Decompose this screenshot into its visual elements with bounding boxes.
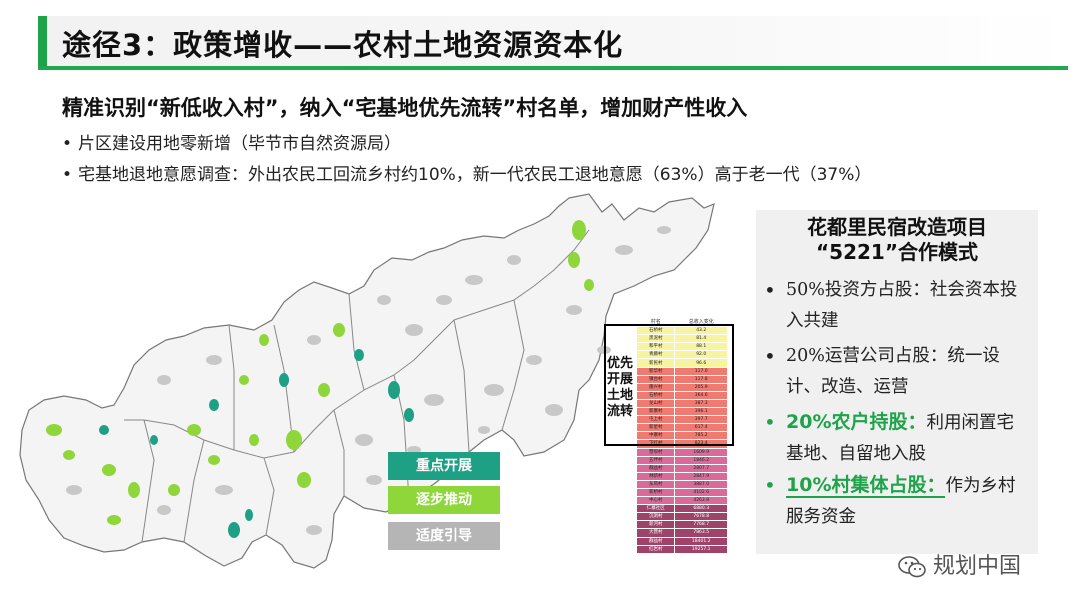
bullet-item: • 片区建设用地零新增（毕节市自然资源局）	[62, 134, 401, 154]
table-row: 仁寨社区 6880.3	[635, 504, 728, 514]
title-bar	[38, 16, 1068, 70]
table-row: 中心村 4263.8	[635, 496, 728, 506]
income-change-cell: 3887.0	[674, 479, 728, 489]
income-change-cell: 7768.7	[674, 520, 728, 530]
village-name-cell: 群益村	[635, 536, 676, 546]
priority-frame	[604, 324, 734, 446]
region-map	[19, 193, 715, 569]
village-name-cell: 沉洞村	[635, 512, 676, 522]
legend-moderate: 适度引导	[388, 522, 500, 550]
income-change-cell: 1609.9	[674, 447, 728, 457]
table-row: 营坝村 1609.9	[635, 447, 728, 457]
watermark-text: 规划中国	[933, 554, 1022, 579]
priority-label: 优先开展土地流转	[606, 356, 633, 419]
panel-item-text: 作为乡村服务资金	[786, 476, 1016, 527]
watermark: 规划中国	[897, 548, 1021, 580]
panel-bullet: •	[764, 278, 776, 302]
village-name-cell: 林新村	[635, 471, 676, 481]
table-row: 东风村 3887.0	[635, 479, 728, 489]
village-name-cell: 五伴村	[635, 455, 676, 465]
income-change-cell: 6880.3	[674, 504, 728, 514]
panel-item: • 20%农户持股：利用闲置宅基地、自留地入股	[764, 407, 1026, 470]
panel-item-text: 20%运营公司占股：统一设计、改造、运营	[786, 346, 1000, 397]
panel-title: 花都里民宿改造项目 “5221”合作模式	[756, 215, 1038, 265]
map-teal-zones	[99, 349, 414, 538]
panel-bullet: •	[764, 473, 776, 497]
map-outline	[19, 193, 715, 569]
table-row: 新河村 7768.7	[635, 520, 728, 530]
table-row: 沉洞村 7678.8	[635, 512, 728, 522]
map-gray-zones	[66, 226, 671, 535]
panel-bullet: •	[764, 344, 776, 368]
table-row: 林新村 2847.9	[635, 471, 728, 481]
panel-title-line2: “5221”合作模式	[816, 240, 978, 264]
panel-title-line1: 花都里民宿改造项目	[807, 215, 987, 239]
income-change-cell: 7678.8	[674, 512, 728, 522]
legend-focus: 重点开展	[388, 452, 500, 480]
bullet-text: 片区建设用地零新增（毕节市自然资源局）	[78, 134, 401, 154]
panel-item-emphasis: 10%村集体占股：	[786, 474, 946, 498]
village-name-cell: 新桥村	[635, 487, 676, 498]
village-name-cell: 仁寨社区	[635, 504, 676, 514]
panel-item: • 20%运营公司占股：统一设计、改造、运营	[764, 341, 1026, 403]
income-change-cell: 4263.8	[674, 496, 728, 506]
village-name-cell: 东风村	[635, 479, 676, 489]
table-row: 新华村 117.0	[635, 366, 728, 376]
income-change-cell: 1846.2	[674, 455, 728, 465]
table-row: 群益村 18401.2	[635, 536, 728, 546]
page-title: 途径3：政策增收——农村土地资源资本化	[62, 28, 624, 62]
village-name-cell: 红岩村	[635, 544, 676, 554]
legend-gradual: 逐步推动	[388, 486, 500, 514]
table-row: 新星村 617.4	[635, 423, 728, 433]
bullet-text: 宅基地退地意愿调查：外出农民工回流乡村约10%，新一代农民工退地意愿（63%）高…	[78, 165, 872, 185]
panel-item: • 50%投资方占股：社会资本投入共建	[764, 275, 1026, 337]
village-name-cell: 大营村	[635, 528, 676, 538]
panel-item-text: 50%投资方占股：社会资本投入共建	[786, 280, 1018, 331]
table-row: 新桥村 4102.6	[635, 487, 728, 498]
table-row: 五伴村 1846.2	[635, 455, 728, 465]
income-change-cell: 18401.2	[674, 536, 728, 546]
title-accent	[38, 16, 47, 70]
income-change-cell: 19257.1	[674, 544, 728, 554]
panel-item: • 10%村集体占股：作为乡村服务资金	[764, 470, 1026, 533]
income-change-cell: 2847.9	[674, 471, 728, 481]
table-row: 群益村 2807.7	[635, 463, 728, 473]
income-change-cell: 4102.6	[674, 487, 728, 498]
bullet-item: • 宅基地退地意愿调查：外出农民工回流乡村约10%，新一代农民工退地意愿（63%）…	[62, 165, 872, 185]
wechat-icon	[898, 556, 926, 578]
table-row: 大营村 7863.5	[635, 528, 728, 538]
income-change-cell: 2807.7	[674, 463, 728, 473]
village-name-cell: 中心村	[635, 496, 676, 506]
headline: 精准识别“新低收入村”，纳入“宅基地优先流转”村名单，增加财产性收入	[62, 96, 748, 120]
village-income-table: 村名 总收入变化 石桥村 43.2 黑泥村 81.4 和平村 88.1 青藤村 92.0 新民村 96…	[635, 317, 728, 554]
map-lime-zones	[46, 220, 594, 525]
village-name-cell: 群益村	[635, 463, 676, 473]
table-row: 红岩村 19257.1	[635, 544, 728, 554]
panel-item-text: 利用闲置宅基地、自留地入股	[786, 413, 1014, 464]
panel-bullet: •	[764, 410, 776, 434]
project-panel	[756, 210, 1038, 554]
panel-item-emphasis: 20%农户持股：	[786, 411, 927, 433]
title-underline	[38, 66, 1068, 70]
village-name-cell: 营坝村	[635, 447, 676, 457]
income-change-cell: 7863.5	[674, 528, 728, 538]
village-name-cell: 新河村	[635, 520, 676, 530]
